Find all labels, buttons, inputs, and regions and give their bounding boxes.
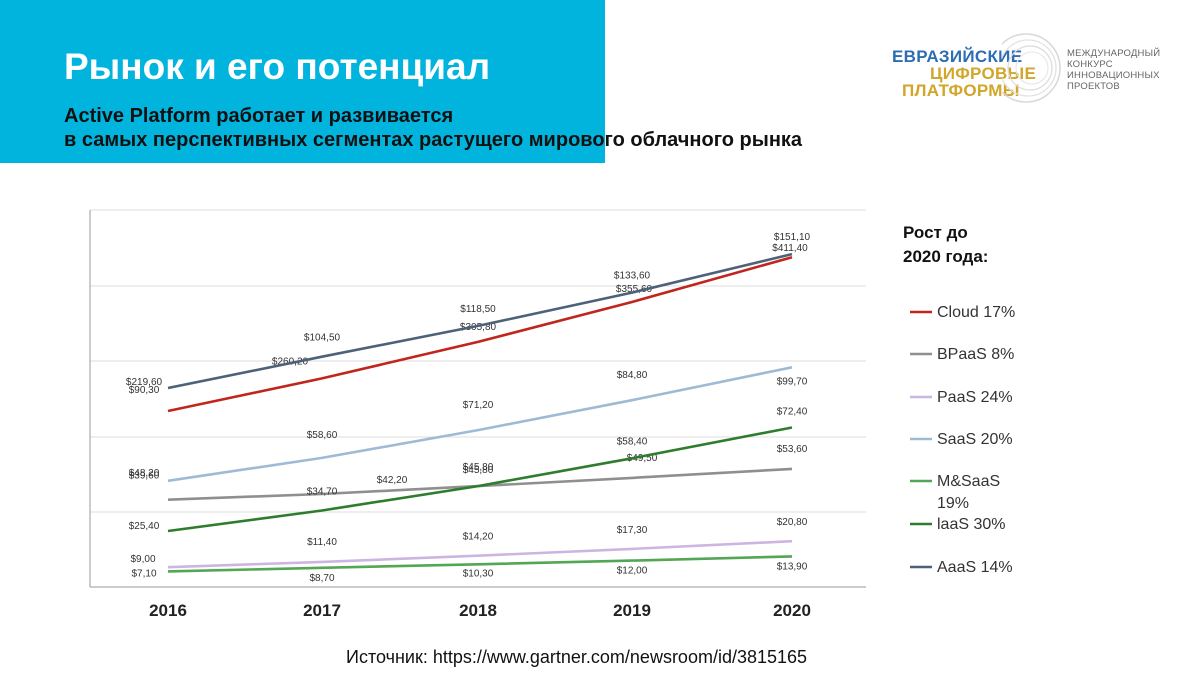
- legend-label-bpaas-8: BPaaS 8%: [937, 346, 1014, 363]
- data-label-bpaas-8-2016: $39,60: [129, 471, 160, 482]
- data-label-bpaas-8-2020: $53,60: [777, 444, 808, 455]
- legend-label-saas-20: SaaS 20%: [937, 431, 1013, 448]
- data-label-iaas-30-2018: $45,80: [463, 465, 494, 476]
- series-line-aaas-14: [167, 252, 793, 390]
- data-label-m-saas-19-2020: $13,90: [777, 561, 808, 572]
- data-label-saas-20-2017: $58,60: [307, 430, 338, 441]
- data-label-saas-20-2018: $71,20: [463, 400, 494, 411]
- series-line-m-saas-19: [167, 555, 793, 573]
- logo-word-3: ПЛАТФОРМЫ: [902, 81, 1020, 100]
- data-label-cloud-17-2018: $305,80: [460, 322, 497, 333]
- contest-logo: ЕВРАЗИЙСКИЕ ЦИФРОВЫЕ ПЛАТФОРМЫ МЕЖДУНАРО…: [890, 28, 1180, 108]
- logo-side-line-4: ПРОЕКТОВ: [1067, 81, 1120, 92]
- data-label-m-saas-19-2018: $10,30: [463, 568, 494, 579]
- data-label-paas-24-2016: $9,00: [130, 554, 155, 565]
- data-label-m-saas-19-2019: $12,00: [617, 566, 648, 577]
- data-label-m-saas-19-2017: $8,70: [309, 573, 334, 584]
- x-tick-label-2016: 2016: [149, 601, 187, 620]
- legend-label-aaas-14: AaaS 14%: [937, 559, 1013, 576]
- data-label-iaas-30-2020: $72,40: [777, 406, 808, 417]
- x-tick-label-2018: 2018: [459, 601, 497, 620]
- data-label-saas-20-2016: $48,20: [129, 468, 160, 479]
- logo-side-line-3: ИННОВАЦИОННЫХ: [1067, 70, 1160, 81]
- page-subtitle: Active Platform работает и развивается в…: [64, 104, 802, 152]
- legend-label-paas-24: PaaS 24%: [937, 389, 1013, 406]
- x-tick-label-2017: 2017: [303, 601, 341, 620]
- data-label-aaas-14-2019: $133,60: [614, 271, 651, 282]
- data-label-bpaas-8-2018: $45,80: [463, 462, 494, 473]
- data-label-aaas-14-2020: $151,10: [774, 232, 811, 243]
- data-label-iaas-30-2017: $34,70: [307, 487, 338, 498]
- data-label-paas-24-2020: $20,80: [777, 517, 808, 528]
- data-label-paas-24-2018: $14,20: [463, 532, 494, 543]
- series-line-paas-24: [167, 539, 793, 569]
- subtitle-line-1: Active Platform работает и развивается: [64, 105, 454, 127]
- series-line-iaas-30: [167, 426, 793, 533]
- logo-side-text: МЕЖДУНАРОДНЫЙ КОНКУРС ИННОВАЦИОННЫХ ПРОЕ…: [1067, 48, 1160, 92]
- x-tick-label-2020: 2020: [773, 601, 811, 620]
- data-label-aaas-14-2018: $118,50: [460, 304, 496, 315]
- data-label-iaas-30-2019: $58,40: [617, 436, 648, 447]
- subtitle-line-2: в самых перспективных сегментах растущег…: [64, 129, 803, 151]
- legend-label-m-saas-19: M&SaaS: [937, 473, 1000, 490]
- logo-side-line-2: КОНКУРС: [1067, 59, 1113, 70]
- data-label-paas-24-2017: $11,40: [307, 537, 337, 548]
- legend-title-line-2: 2020 года:: [903, 247, 988, 266]
- data-label-aaas-14-2017: $104,50: [304, 333, 341, 344]
- data-label-aaas-14-2016: $90,30: [129, 385, 160, 396]
- logo-word-1: ЕВРАЗИЙСКИЕ: [892, 47, 1023, 66]
- logo-side-line-1: МЕЖДУНАРОДНЫЙ: [1067, 48, 1161, 59]
- page-title: Рынок и его потенциал: [64, 46, 491, 87]
- data-label-bpaas-8-2017: $42,20: [377, 475, 408, 486]
- legend-title-line-1: Рост до: [903, 223, 968, 242]
- data-label-iaas-30-2016: $25,40: [129, 521, 160, 532]
- series-line-cloud-17: [167, 255, 793, 413]
- x-tick-label-2019: 2019: [613, 601, 651, 620]
- data-label-paas-24-2019: $17,30: [617, 525, 648, 536]
- data-label-saas-20-2020: $99,70: [777, 376, 808, 387]
- data-label-saas-20-2019: $84,80: [617, 370, 648, 381]
- series-line-saas-20: [167, 366, 793, 483]
- source-citation: Источник: https://www.gartner.com/newsro…: [346, 647, 808, 667]
- data-label-cloud-17-2020: $411,40: [772, 243, 808, 254]
- data-label-bpaas-8-2019: $49,50: [627, 453, 658, 464]
- header-band: [0, 0, 605, 163]
- legend-label-m-saas-19-line-2: 19%: [937, 495, 969, 512]
- data-label-cloud-17-2016: $219,60: [126, 377, 163, 388]
- logo-word-2: ЦИФРОВЫЕ: [930, 64, 1037, 83]
- legend-label-laas-30: laaS 30%: [937, 516, 1006, 533]
- data-label-m-saas-19-2016: $7,10: [131, 568, 156, 579]
- logo-rings-icon: [1002, 33, 1061, 103]
- legend-label-cloud-17: Cloud 17%: [937, 304, 1015, 321]
- data-label-cloud-17-2019: $355,60: [616, 284, 653, 295]
